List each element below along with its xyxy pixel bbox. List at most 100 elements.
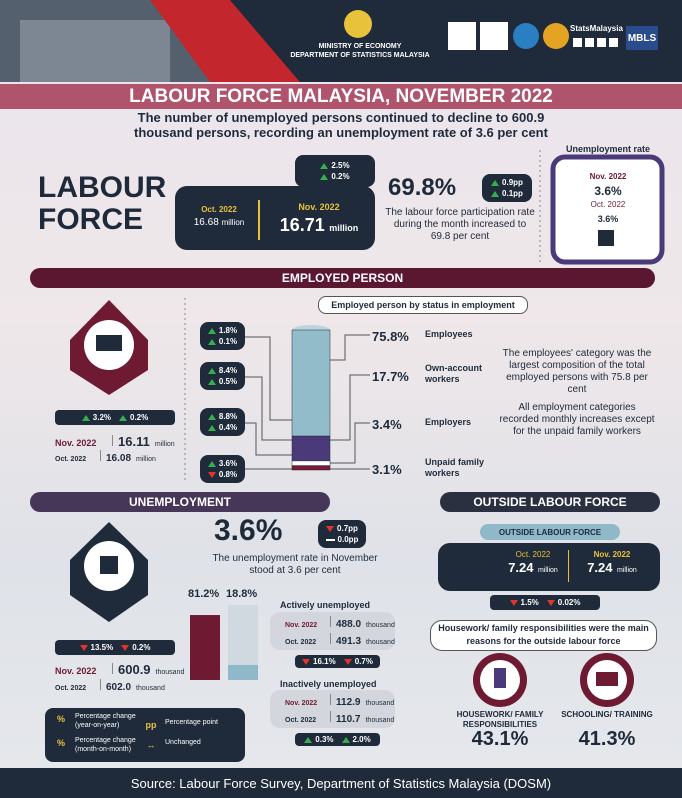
reason-share: 41.3% (578, 728, 636, 750)
period: Nov. 2022 (285, 700, 318, 707)
sdg-logo (543, 23, 569, 49)
unit: million (537, 567, 558, 574)
change-label: 2.0% (352, 735, 371, 744)
share-label: 75.8% (372, 329, 409, 344)
nov-row: Nov. 2022 112.9 thousand (285, 694, 394, 708)
social-icon (597, 38, 606, 47)
period: Oct. 2022 (201, 205, 237, 214)
note: All employment categories recorded month… (499, 402, 655, 437)
rate-heading: Unemployment rate (565, 144, 651, 154)
building (20, 20, 170, 82)
separator (330, 711, 331, 722)
legend (45, 708, 245, 762)
unit: million (154, 441, 175, 448)
subtitle: The number of unemployed persons continu… (134, 110, 548, 140)
period: Oct. 2022 (285, 717, 317, 724)
house-icon (494, 668, 506, 688)
change-arrow (207, 471, 216, 478)
change-arrow (207, 338, 216, 345)
value: 488.0 (336, 619, 362, 630)
unit: thousand (365, 717, 395, 724)
change-label: 0.2% (130, 413, 149, 422)
change: 0.2% (119, 412, 148, 423)
legend-symbol: % (56, 738, 65, 748)
separator (330, 616, 331, 627)
part: 16.71 million (264, 215, 374, 236)
change-arrow (491, 179, 500, 186)
change-label: 0.7pp (337, 524, 358, 533)
share-label: 17.7% (372, 369, 409, 384)
period: Nov. 2022 (285, 622, 318, 629)
change-label: 0.4% (218, 423, 238, 432)
change-label: 0.2% (331, 172, 350, 181)
department-name: DEPARTMENT OF STATISTICS MALAYSIA (290, 52, 430, 59)
part (330, 422, 370, 464)
section-bar: EMPLOYED PERSON (30, 268, 655, 288)
status-heading: Employed person by status in employment (318, 296, 528, 314)
part (330, 374, 370, 441)
change-label: 16.1% (313, 657, 336, 666)
value: 491.3 (336, 636, 362, 647)
change-label: 1.8% (218, 326, 238, 335)
oct-row: Oct. 2022 491.3 thousand (285, 633, 395, 647)
qr-code (448, 22, 476, 50)
change-arrow (509, 599, 518, 606)
oct-row: Oct. 2022 110.7 thousand (285, 711, 394, 725)
period: Oct. 2022 (285, 639, 317, 646)
unit: thousand (155, 669, 185, 676)
part (245, 336, 292, 421)
worker-icon (96, 335, 122, 351)
share-label: 18.8% (226, 588, 258, 600)
period: Nov. 2022 (593, 550, 631, 559)
title-band (0, 84, 682, 109)
change: 3.2% (81, 412, 111, 423)
cylinder-segment (291, 435, 331, 462)
change-box: 16.1% 0.7% (295, 655, 380, 668)
rate-box (550, 154, 665, 265)
part: 7.24 million (500, 559, 566, 577)
social-icon (585, 38, 594, 47)
social-icon (609, 38, 618, 47)
status-name: Own-account workers (425, 363, 483, 384)
change-box: 8.4% 0.5% (200, 362, 245, 390)
change-label: 0.9pp (502, 178, 523, 187)
status-name: Unpaid family workers (425, 457, 485, 478)
desk-icon (100, 556, 118, 574)
section-bar: OUTSIDE LABOUR FORCE (440, 492, 660, 512)
value-box (438, 543, 660, 591)
separator (258, 200, 260, 240)
change-box: 3.2% 0.2% (55, 410, 175, 425)
value-box (270, 612, 395, 650)
value: 7.24 (508, 560, 534, 575)
change: 0.2% (320, 171, 350, 182)
change-label: 0.1% (218, 337, 238, 346)
change-arrow (207, 327, 216, 334)
oct-block: Oct. 2022 7.24 million (500, 550, 566, 577)
social-icon (573, 38, 582, 47)
logo (513, 23, 539, 49)
value: 3.6% (594, 184, 622, 198)
change-box: 0.7pp 0.0pp (318, 520, 366, 548)
value-box (175, 186, 375, 250)
share-label: 3.1% (372, 462, 402, 477)
period: Oct. 2022 (55, 685, 87, 692)
cylinder-segment (291, 460, 331, 466)
change-arrow (320, 173, 329, 180)
oct-row: Oct. 2022 16.08 million (55, 450, 156, 464)
change-label: 1.5% (520, 598, 539, 607)
change-label: 0.2% (132, 643, 151, 652)
change-label: 0.3% (315, 735, 334, 744)
badge: MBLS (626, 26, 658, 50)
section-bar: UNEMPLOYMENT (30, 492, 330, 512)
value-box (270, 690, 395, 728)
legend-symbol: pp (145, 720, 157, 730)
title: LABOUR FORCE MALAYSIA, NOVEMBER 2022 (129, 85, 553, 107)
unit: million (136, 456, 156, 463)
value: 16.71 (279, 215, 325, 235)
change-arrow (302, 658, 311, 665)
change-box: 1.5% 0.02% (490, 595, 600, 610)
source: Source: Labour Force Survey, Department … (130, 775, 552, 791)
change-arrow (81, 414, 90, 421)
value: 16.08 (106, 453, 132, 464)
unit: million (329, 223, 359, 233)
